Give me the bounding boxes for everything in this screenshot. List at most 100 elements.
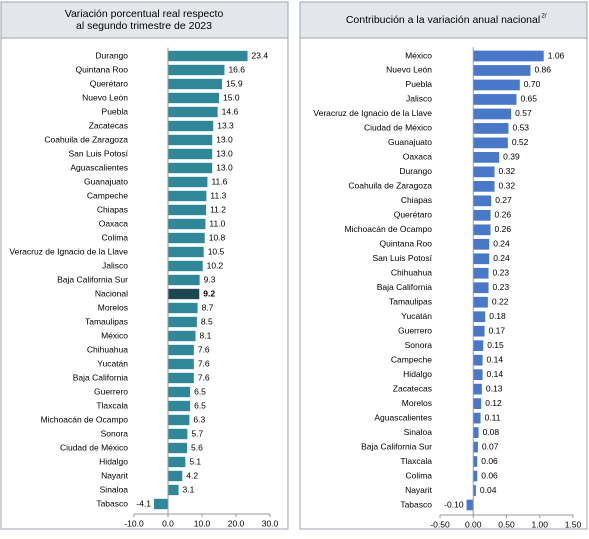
- category-label: Querétaro: [394, 210, 433, 220]
- value-label: 0.32: [499, 166, 516, 176]
- value-label: 7.6: [198, 358, 210, 368]
- category-label: México: [101, 330, 128, 340]
- value-label: 1.06: [548, 50, 565, 60]
- bar: [168, 204, 207, 216]
- value-label: 0.14: [487, 369, 504, 379]
- bar: [473, 282, 489, 294]
- value-label: 23.4: [252, 50, 269, 60]
- value-label: 11.2: [210, 204, 226, 214]
- category-label: Oaxaca: [403, 152, 433, 162]
- bar: [473, 123, 509, 134]
- category-label: San Luis Potosí: [372, 253, 432, 263]
- category-label: Aguascalientes: [374, 412, 432, 422]
- bar: [473, 166, 495, 178]
- category-label: Guerrero: [398, 325, 432, 335]
- category-label: Tlaxcala: [400, 456, 432, 466]
- bar: [168, 50, 248, 62]
- bar: [168, 246, 204, 258]
- bar: [473, 470, 478, 482]
- bar: [473, 427, 479, 438]
- category-label: Coahuila de Zaragoza: [44, 134, 128, 144]
- bar: [168, 64, 225, 76]
- bar: [473, 152, 500, 163]
- category-label: Aguascalientes: [70, 162, 128, 172]
- category-label: San Luis Potosí: [68, 148, 128, 158]
- bar: [168, 428, 188, 440]
- bar: [168, 470, 183, 482]
- bar: [168, 260, 203, 272]
- category-label: Zacatecas: [393, 383, 432, 393]
- category-label: Guanajuato: [84, 176, 128, 186]
- value-label: -0.10: [444, 499, 464, 509]
- chart-title: Variación porcentual real respecto: [65, 8, 224, 20]
- category-label: Nuevo León: [82, 92, 128, 102]
- category-label: Querétaro: [90, 78, 129, 88]
- value-label: 0.24: [493, 253, 510, 263]
- category-label: Sinaloa: [404, 427, 433, 437]
- x-tick-label: 0.0: [162, 518, 174, 528]
- bar: [168, 232, 205, 244]
- value-label: 0.52: [512, 137, 529, 147]
- category-label: Nacional: [95, 288, 128, 298]
- category-label: Baja California Sur: [361, 441, 432, 451]
- category-label: Coahuila de Zaragoza: [348, 181, 432, 191]
- x-tick-label: -0.50: [430, 519, 450, 529]
- value-label: 0.14: [487, 354, 504, 364]
- bar: [168, 190, 207, 202]
- category-label: Chihuahua: [87, 344, 128, 354]
- value-label: 0.57: [515, 108, 532, 118]
- value-label: 0.26: [495, 210, 512, 220]
- bar: [168, 400, 191, 412]
- bar: [466, 499, 474, 511]
- bar: [168, 78, 223, 90]
- bar: [168, 372, 194, 384]
- category-label: Oaxaca: [99, 218, 129, 228]
- value-label: 13.0: [216, 148, 233, 158]
- value-label: 4.2: [186, 470, 198, 480]
- category-label: Campeche: [391, 354, 432, 364]
- bar: [168, 484, 179, 496]
- bar: [473, 253, 490, 265]
- category-label: Chihuahua: [391, 268, 432, 278]
- category-label: Jalisco: [102, 260, 128, 270]
- bar: [168, 148, 213, 160]
- value-label: 9.3: [204, 274, 216, 284]
- value-label: 16.6: [228, 64, 245, 74]
- value-label: 0.53: [512, 123, 529, 133]
- category-label: Veracruz de Ignacio de la Llave: [313, 108, 432, 118]
- category-label: México: [405, 50, 432, 60]
- value-label: 0.04: [480, 485, 497, 495]
- category-label: Veracruz de Ignacio de la Llave: [9, 246, 128, 256]
- value-label: 6.5: [194, 400, 206, 410]
- bar: [473, 369, 483, 381]
- category-label: Guerrero: [94, 386, 128, 396]
- bar: [473, 340, 484, 352]
- value-label: 0.07: [482, 441, 499, 451]
- value-label: 0.70: [524, 79, 541, 89]
- value-label: 7.6: [198, 344, 210, 354]
- bar: [473, 238, 490, 250]
- bar: [473, 441, 478, 453]
- category-label: Hidalgo: [403, 369, 432, 379]
- value-label: 8.5: [201, 316, 213, 326]
- value-label: 0.08: [483, 427, 500, 437]
- x-tick-label: 30.0: [262, 518, 279, 528]
- bar: [473, 325, 485, 337]
- x-tick-label: -10.0: [124, 518, 144, 528]
- bar: [473, 224, 491, 236]
- category-label: Michoacán de Ocampo: [345, 224, 433, 234]
- bar: [168, 288, 200, 300]
- category-label: Colima: [406, 470, 433, 480]
- value-label: 0.22: [492, 296, 509, 306]
- category-label: Nuevo León: [386, 65, 432, 75]
- value-label: 0.06: [481, 470, 498, 480]
- bar: [473, 354, 483, 366]
- value-label: 10.2: [207, 260, 224, 270]
- category-label: Sonora: [101, 428, 129, 438]
- bar: [168, 92, 219, 104]
- category-label: Baja California: [73, 372, 129, 382]
- category-label: Quintana Roo: [380, 239, 433, 249]
- bar: [168, 386, 191, 398]
- value-label: 0.15: [487, 340, 504, 350]
- bar: [168, 330, 196, 342]
